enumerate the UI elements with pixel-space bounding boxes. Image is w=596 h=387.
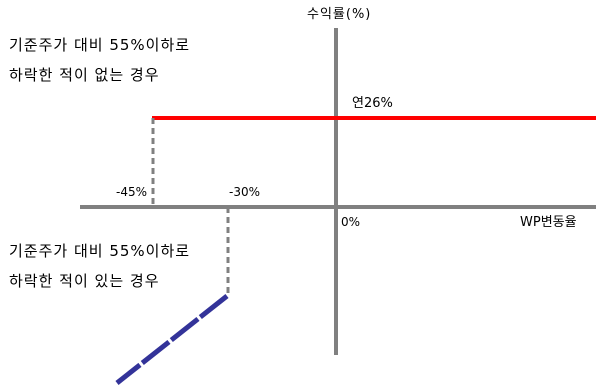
- origin-label: 0%: [341, 215, 361, 229]
- y-axis-label: 수익률(%): [307, 7, 372, 22]
- lower-payoff-line: [115, 294, 229, 385]
- lower-note-line1: 기준주가 대비 55%이하로: [9, 242, 191, 260]
- upper-payoff-label: 연26%: [352, 96, 393, 111]
- knee-label: -30%: [229, 185, 261, 199]
- barrier-label: -45%: [116, 185, 148, 199]
- lower-note-line2: 하락한 적이 있는 경우: [9, 272, 160, 290]
- upper-note-line1: 기준주가 대비 55%이하로: [9, 36, 191, 54]
- upper-note-line2: 하락한 적이 없는 경우: [9, 66, 160, 84]
- x-axis-label: WP변동율: [520, 215, 577, 230]
